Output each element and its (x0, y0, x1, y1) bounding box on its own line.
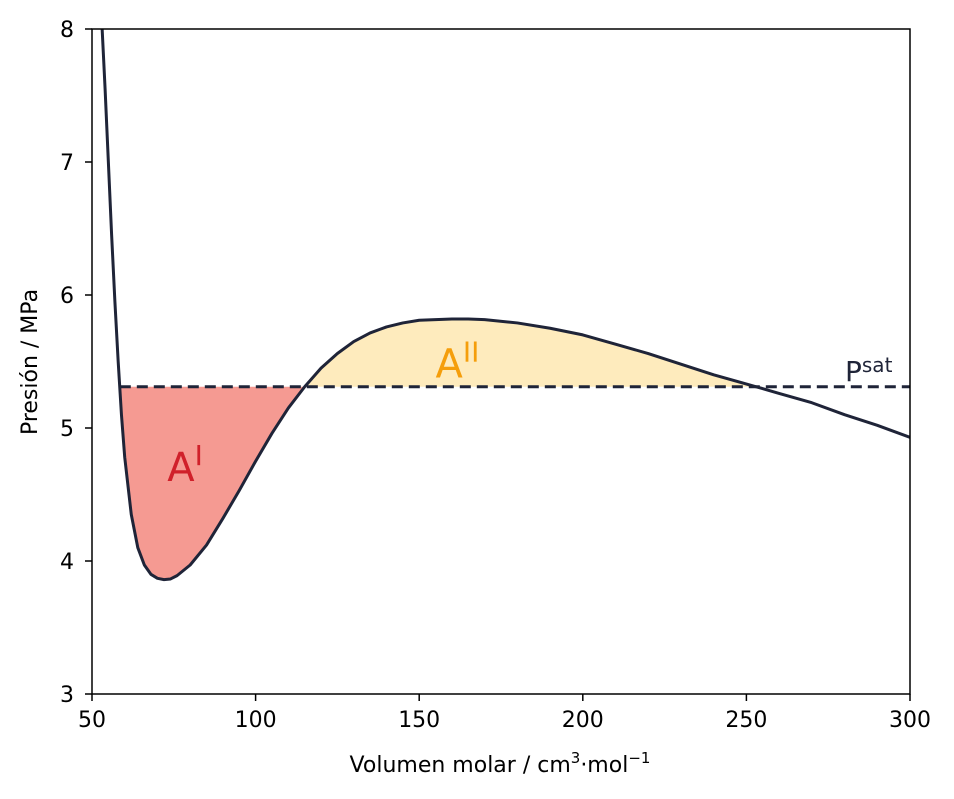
y-axis-ticks: 3 4 5 6 7 8 (60, 18, 92, 708)
y-tick-label: 6 (60, 284, 74, 309)
x-tick-label: 150 (398, 708, 440, 733)
area-labels: AI AII (167, 335, 479, 491)
area-label-2: AII (436, 335, 480, 387)
x-tick-label: 250 (725, 708, 767, 733)
x-tick-label: 100 (235, 708, 277, 733)
x-axis-label-main: Volumen molar / cm (350, 753, 571, 778)
y-tick-label: 5 (60, 417, 74, 442)
x-tick-label: 50 (78, 708, 106, 733)
y-axis-label: Presión / MPa (18, 289, 43, 435)
curves (100, 29, 910, 582)
y-tick-label: 4 (60, 550, 74, 575)
psat-main: P (845, 355, 862, 388)
y-tick-label: 7 (60, 151, 74, 176)
isotherm-curve (100, 29, 910, 582)
x-tick-label: 200 (562, 708, 604, 733)
y-tick-label: 3 (60, 683, 74, 708)
y-tick-label: 8 (60, 18, 74, 43)
x-axis-label-mid: ·mol (580, 753, 628, 778)
shaded-area-2 (304, 318, 757, 387)
psat-sup: sat (862, 353, 893, 377)
x-axis-label-sup2: −1 (628, 749, 650, 767)
plot-frame (91, 28, 911, 695)
psat-label: Psat (845, 353, 893, 388)
x-tick-label: 300 (889, 708, 931, 733)
shaded-area-1 (119, 386, 305, 580)
x-axis-ticks: 50 100 150 200 250 300 (78, 694, 931, 733)
x-axis-label: Volumen molar / cm3·mol−1 (350, 749, 651, 778)
area-label-1: AI (167, 439, 203, 491)
x-axis-label-sup1: 3 (571, 749, 581, 767)
shaded-areas (119, 318, 757, 580)
